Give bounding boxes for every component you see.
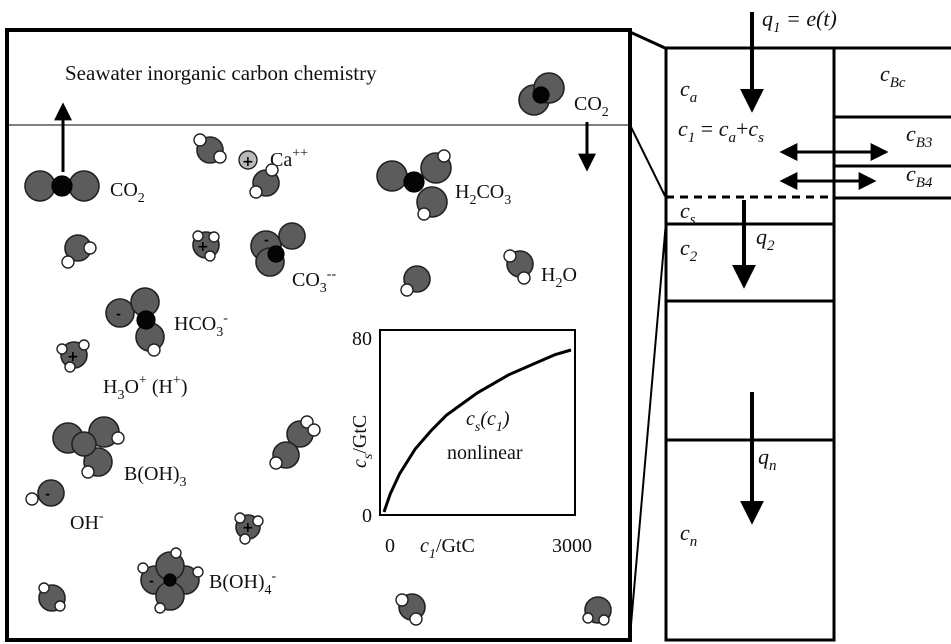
borate-ion: - [137, 547, 204, 614]
svg-text:-: - [264, 233, 269, 247]
water-molecule [395, 593, 426, 626]
hydroxide-ion: - [25, 479, 65, 507]
q2-flux-label: q2 [756, 224, 775, 254]
hydronium-molecule: + [192, 230, 220, 262]
cb4-biosphere-label: cB4 [906, 161, 933, 191]
inset-y-axis-label: cs/GtC [349, 415, 376, 468]
inset-y-tick-0: 0 [362, 505, 372, 527]
hydroxide-label: OH- [70, 509, 104, 534]
water-molecule [400, 265, 431, 297]
inset-x-axis-label: c1/GtC [420, 535, 475, 562]
water-molecule [582, 596, 612, 626]
bicarbonate-label: HCO3- [174, 311, 228, 340]
cs-surface-label: cs [680, 198, 696, 228]
svg-text:-: - [116, 307, 121, 321]
inset-x-tick-max: 3000 [552, 535, 592, 557]
water-molecule [249, 163, 280, 199]
svg-text:+: + [242, 520, 254, 536]
bicarbonate-ion: - [105, 287, 165, 357]
carbonic-acid-label: H2CO3 [455, 181, 511, 208]
inset-curve-description: nonlinear [447, 442, 523, 464]
cbc-biosphere-label: cBc [880, 61, 906, 91]
svg-text:-: - [45, 487, 50, 501]
carbonate-ion: - [250, 222, 306, 277]
co2-molecule-top [518, 72, 565, 116]
inset-curve-line [382, 348, 572, 513]
cn-layer-label: cn [680, 520, 697, 550]
water-molecule [286, 415, 321, 448]
water-molecule [269, 441, 300, 470]
biosphere-box-bg [834, 116, 951, 198]
co2-label-top: CO2 [574, 93, 609, 120]
ca-atmosphere-label: ca [680, 76, 697, 106]
inset-curve-label: cs(c1) [466, 408, 510, 435]
borate-label: B(OH)4- [209, 569, 277, 598]
carbonic-acid-molecule [376, 149, 452, 221]
boric-acid-molecule [52, 416, 125, 479]
water-molecule [61, 234, 97, 269]
zoom-connector-bottom [629, 221, 667, 637]
c2-layer-label: c2 [680, 235, 698, 265]
co2-molecule-left [24, 170, 100, 202]
cb3-biosphere-label: cB3 [906, 121, 932, 151]
boric-acid-label: B(OH)3 [124, 463, 187, 490]
svg-text:+: + [197, 239, 209, 255]
svg-text:+: + [242, 154, 254, 170]
co2-label-left: CO2 [110, 179, 145, 206]
c1-equation-label: c1 = ca+cs [678, 116, 764, 146]
inset-x-tick-0: 0 [385, 535, 395, 557]
panel-title: Seawater inorganic carbon chemistry [65, 61, 377, 85]
water-molecule [38, 582, 66, 612]
qn-flux-label: qn [758, 444, 777, 474]
hydronium-molecule: + [56, 339, 90, 373]
q1-emission-label: q1 = e(t) [762, 6, 837, 36]
zoom-connector-surface [629, 124, 666, 197]
svg-text:-: - [149, 574, 154, 588]
water-molecule [193, 133, 227, 164]
inset-chart: 80 0 0 3000 c1/GtC cs/GtC cs(c1) nonline… [349, 328, 592, 562]
hydronium-label: H3O+ (H+) [103, 373, 188, 403]
water-molecule [503, 249, 534, 285]
water-label: H2O [541, 264, 577, 291]
svg-text:+: + [67, 349, 79, 365]
hydronium-molecule: + [234, 512, 264, 545]
carbonate-label: CO3-- [292, 267, 336, 296]
inset-y-tick-max: 80 [352, 328, 372, 350]
zoom-connector-top [629, 30, 666, 50]
calcium-ion: + [238, 150, 258, 170]
